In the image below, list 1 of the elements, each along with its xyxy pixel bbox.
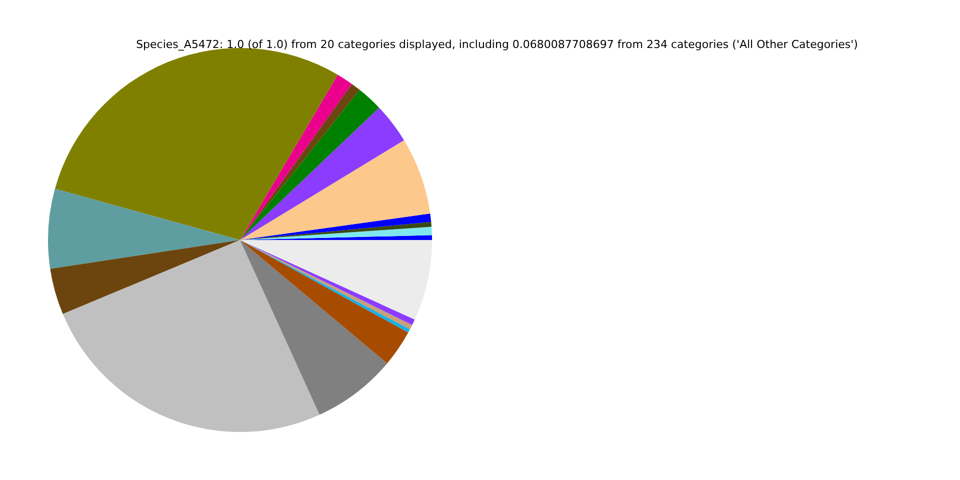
text: Species_A5472: 1.0 (of 1.0) from 20 categories displayed, including 0.0680087708697 from 234 categories ('All Other Categories') [136,38,858,51]
